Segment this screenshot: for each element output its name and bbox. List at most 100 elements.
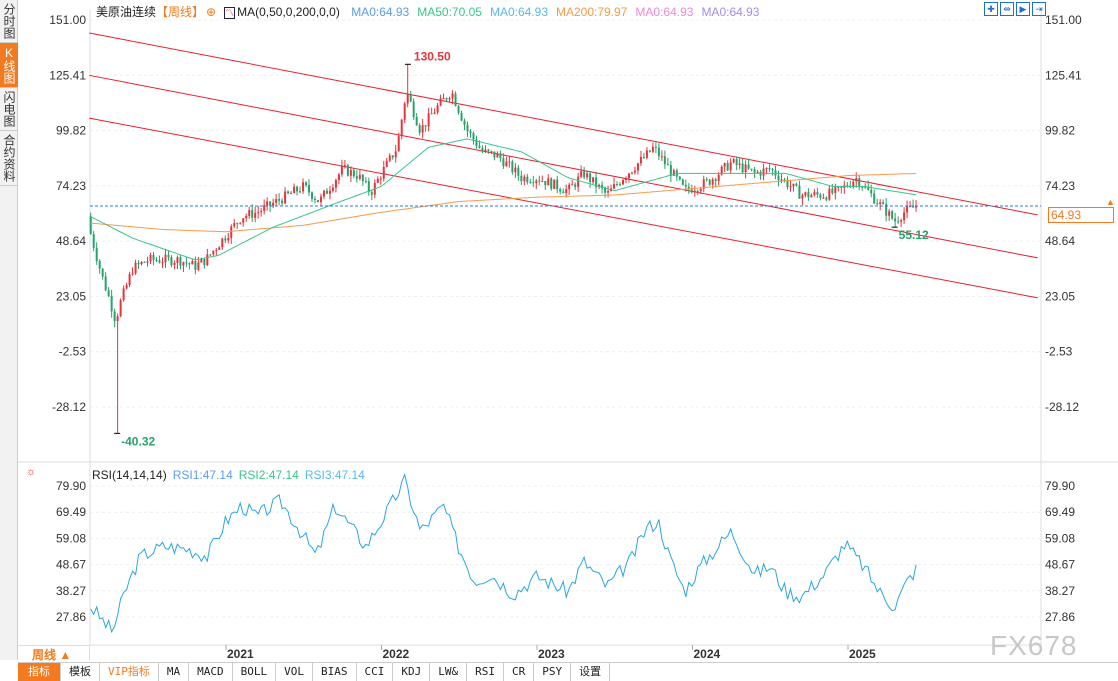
candle-body [409,94,412,102]
candle-body [559,189,562,192]
candle-body [484,149,487,152]
indicator-tab[interactable]: 设置 [571,663,611,681]
ma-value: MA200:79.97 [556,5,628,19]
candle-body [756,171,759,173]
candle-body [780,179,783,181]
candle-body [858,178,861,187]
candle-body [684,184,687,187]
candle-body [508,161,511,163]
candle-body [116,316,119,322]
indicator-tab[interactable]: LW& [430,663,468,681]
candle-body [651,146,654,152]
candle-body [523,176,526,182]
candle-body [753,169,756,173]
candle-body [544,181,547,186]
candle-body [717,174,720,182]
tab-time-share[interactable]: 分时图 [0,0,18,43]
candle-body [469,131,472,134]
candle-body [490,150,493,152]
candle-body [660,156,663,158]
indicator-tab[interactable]: 模板 [61,663,100,681]
extreme-label: 55.12 [899,228,929,242]
indicator-tab[interactable]: VIP指标 [100,663,159,681]
indicator-tab[interactable]: CR [504,663,535,681]
candle-body [334,180,337,188]
candle-body [460,112,463,121]
candle-body [200,258,203,263]
indicator-tab[interactable]: PSY [534,663,572,681]
candle-body [308,185,311,193]
candle-body [391,155,394,158]
period-label: 【周线】 [156,5,205,19]
indicator-tab[interactable]: MA [159,663,190,681]
candle-body [245,215,248,219]
tab-flash-chart[interactable]: 闪电图 [0,88,18,131]
play-icon[interactable]: ▶ [1016,2,1030,16]
candle-body [804,192,807,196]
crosshair-icon[interactable]: ✚ [984,2,998,16]
candle-body [777,175,780,181]
settings-icon[interactable]: ⊕ [206,5,217,19]
indicator-tab[interactable]: MACD [189,663,233,681]
indicator-tab[interactable]: 指标 [18,663,61,681]
tab-contract-info[interactable]: 合约资料 [0,131,18,186]
trend-channel-line [89,117,1038,299]
rsi-tick-right: 27.86 [1045,610,1075,624]
price-tick-right: 151.00 [1045,13,1082,27]
candle-body [852,181,855,187]
candle-body [702,179,705,189]
candle-body [325,190,328,194]
rsi-tick-left: 38.27 [56,584,86,598]
candle-body [427,113,430,127]
indicator-tab[interactable]: BIAS [313,663,357,681]
indicator-tab[interactable]: VOL [276,663,313,681]
price-tick-right: 48.64 [1045,234,1075,248]
candle-body [230,226,233,238]
candle-body [316,199,319,203]
watermark: FX678 [990,630,1078,661]
candles [89,64,918,434]
price-tick-right: -28.12 [1045,400,1079,414]
kline-chart[interactable]: ☼ 151.00 151.00 125.41 125.41 99.82 99.82 74.23… [0,0,1118,662]
candle-body [786,179,789,187]
indicator-tab[interactable]: RSI [467,663,504,681]
candle-body [101,268,104,277]
jump-end-icon[interactable]: ⇥ [1032,2,1046,16]
candle-body [311,192,314,199]
candle-body [400,119,403,137]
candle-body [299,191,302,193]
indicator-tab[interactable]: BOLL [233,663,277,681]
indicator-tabs: 指标 模板 VIP指标 MA MACD BOLL VOL BIAS CCI KDJ LW& RSI CR… [18,662,1118,681]
candle-body [478,145,481,148]
candle-body [645,150,648,158]
candle-body [466,124,469,132]
candle-body [239,222,242,224]
indicator-tab[interactable]: CCI [357,663,394,681]
zoom-range-icon[interactable]: ⇹ [1000,2,1014,16]
candle-body [433,112,436,114]
period-button[interactable]: 周线 ▲ [18,645,90,662]
candle-body [89,216,92,234]
candle-body [131,273,134,275]
candle-body [654,146,657,148]
candle-body [681,179,684,185]
candle-body [744,164,747,173]
ma-value: MA0:64.93 [489,5,548,19]
candle-body [517,167,520,176]
indicator-icon[interactable]: 〽 [224,7,236,19]
candle-body [233,223,236,227]
candle-body [819,194,822,198]
rsi-tick-right: 59.08 [1045,531,1075,545]
candle-body [906,206,909,213]
candle-body [604,188,607,193]
candle-body [870,189,873,194]
candle-body [463,120,466,125]
candle-body [538,180,541,182]
tab-kline[interactable]: K线图 [0,43,18,88]
indicator-tab[interactable]: KDJ [393,663,431,681]
candle-body [633,170,636,173]
candle-body [750,168,753,170]
candle-body [454,93,457,106]
candle-body [361,174,364,182]
candle-body [511,161,514,173]
